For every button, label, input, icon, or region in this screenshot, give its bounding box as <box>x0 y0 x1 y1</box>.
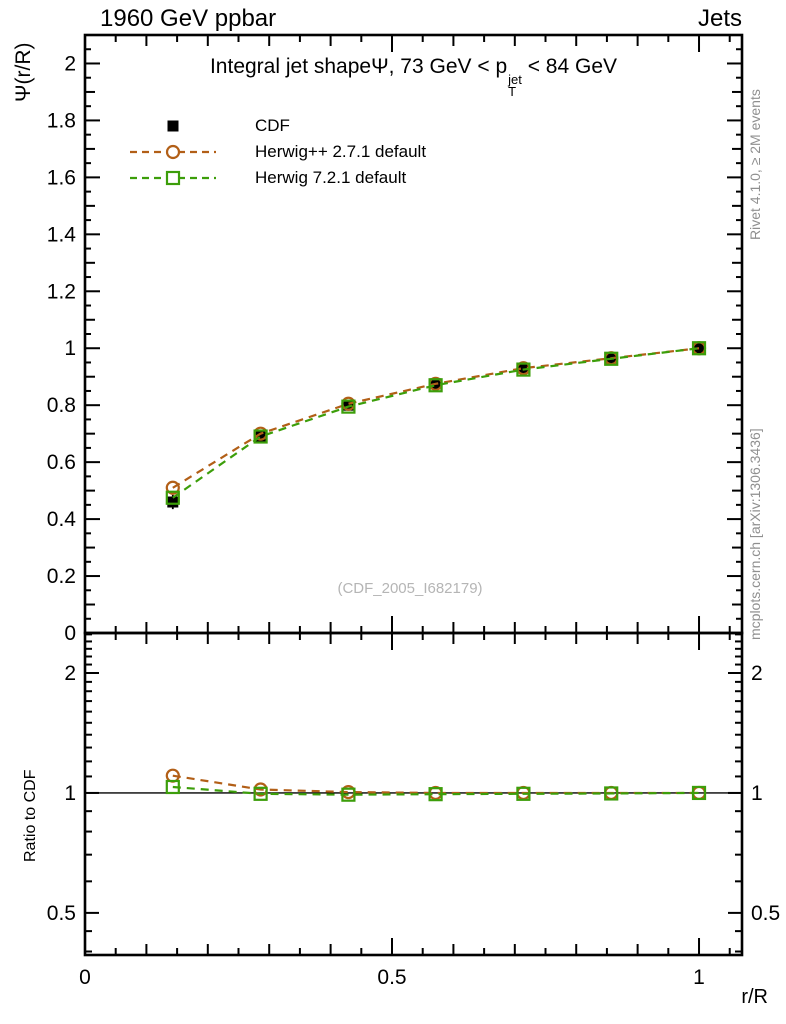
legend-label: Herwig++ 2.7.1 default <box>255 142 427 161</box>
svg-text:0.5: 0.5 <box>47 902 76 925</box>
svg-text:1: 1 <box>751 782 763 805</box>
legend-label: Herwig 7.2.1 default <box>255 168 407 187</box>
legend-swatch-1 <box>130 144 216 160</box>
x-tick-labels: 0 0.5 1 <box>79 966 705 989</box>
legend: CDF Herwig++ 2.7.1 default Herwig 7.2.1 … <box>128 113 426 191</box>
svg-text:0.6: 0.6 <box>47 451 76 474</box>
svg-text:2: 2 <box>64 662 76 685</box>
svg-text:0: 0 <box>79 966 91 989</box>
x-ticks <box>114 35 731 955</box>
plot-title: Integral jet shapeΨ, 73 GeV < p jet T < 84… <box>209 55 618 99</box>
legend-item-herwigpp: Herwig++ 2.7.1 default <box>128 139 426 165</box>
svg-text:1.2: 1.2 <box>47 280 76 303</box>
svg-text:2: 2 <box>751 662 763 685</box>
psi-symbol: Ψ <box>371 55 389 78</box>
legend-item-cdf: CDF <box>128 113 426 139</box>
legend-item-herwig7: Herwig 7.2.1 default <box>128 165 426 191</box>
svg-text:0.5: 0.5 <box>751 902 780 925</box>
ratio-y-axis-title: Ratio to CDF <box>22 769 39 862</box>
svg-text:1: 1 <box>693 966 705 989</box>
series-ratio-herwig-7-2-1-default <box>165 779 707 802</box>
svg-text:1.4: 1.4 <box>47 223 77 246</box>
svg-text:0.4: 0.4 <box>47 508 77 531</box>
analysis-id-watermark: (CDF_2005_I682179) <box>337 580 483 597</box>
svg-text:1.6: 1.6 <box>47 166 76 189</box>
legend-swatch-0 <box>167 120 179 132</box>
series-ratio-herwig-2-7-1-default <box>165 768 707 801</box>
x-axis-title: r/R <box>741 986 768 1008</box>
beam-energy-label: 1960 GeV ppbar <box>100 5 277 32</box>
svg-text:1: 1 <box>64 782 76 805</box>
mcplots-reference-note: mcplots.cern.ch [arXiv:1306.3436] <box>747 428 763 640</box>
svg-text:1: 1 <box>64 337 76 360</box>
svg-text:0.8: 0.8 <box>47 394 76 417</box>
svg-text:0: 0 <box>64 622 76 645</box>
legend-swatch-2 <box>130 170 216 186</box>
main-y-axis-title: Ψ(r/R) <box>12 42 35 102</box>
pt-sup-sub: jet T <box>508 72 522 99</box>
svg-text:0.2: 0.2 <box>47 565 76 588</box>
svg-text:0.5: 0.5 <box>377 966 406 989</box>
series-main-herwig-7-2-1-default <box>165 341 707 505</box>
title-text: Integral jet shape <box>209 55 372 78</box>
svg-text:2: 2 <box>64 52 76 75</box>
svg-text:1.8: 1.8 <box>47 109 76 132</box>
main-y-ticks <box>85 48 742 620</box>
rivet-version-note: Rivet 4.1.0, ≥ 2M events <box>747 89 763 240</box>
series-main-herwig-2-7-1-default <box>165 341 707 495</box>
series-main-cdf <box>167 342 705 510</box>
legend-label: CDF <box>255 116 290 135</box>
analysis-group-label: Jets <box>697 5 742 32</box>
ratio-y-ticks: 0.5 0.5 1 1 2 2 <box>47 633 780 953</box>
main-y-tick-labels: 0 0.2 0.4 0.6 0.8 1 1.2 1.4 1.6 1.8 2 <box>47 52 77 645</box>
